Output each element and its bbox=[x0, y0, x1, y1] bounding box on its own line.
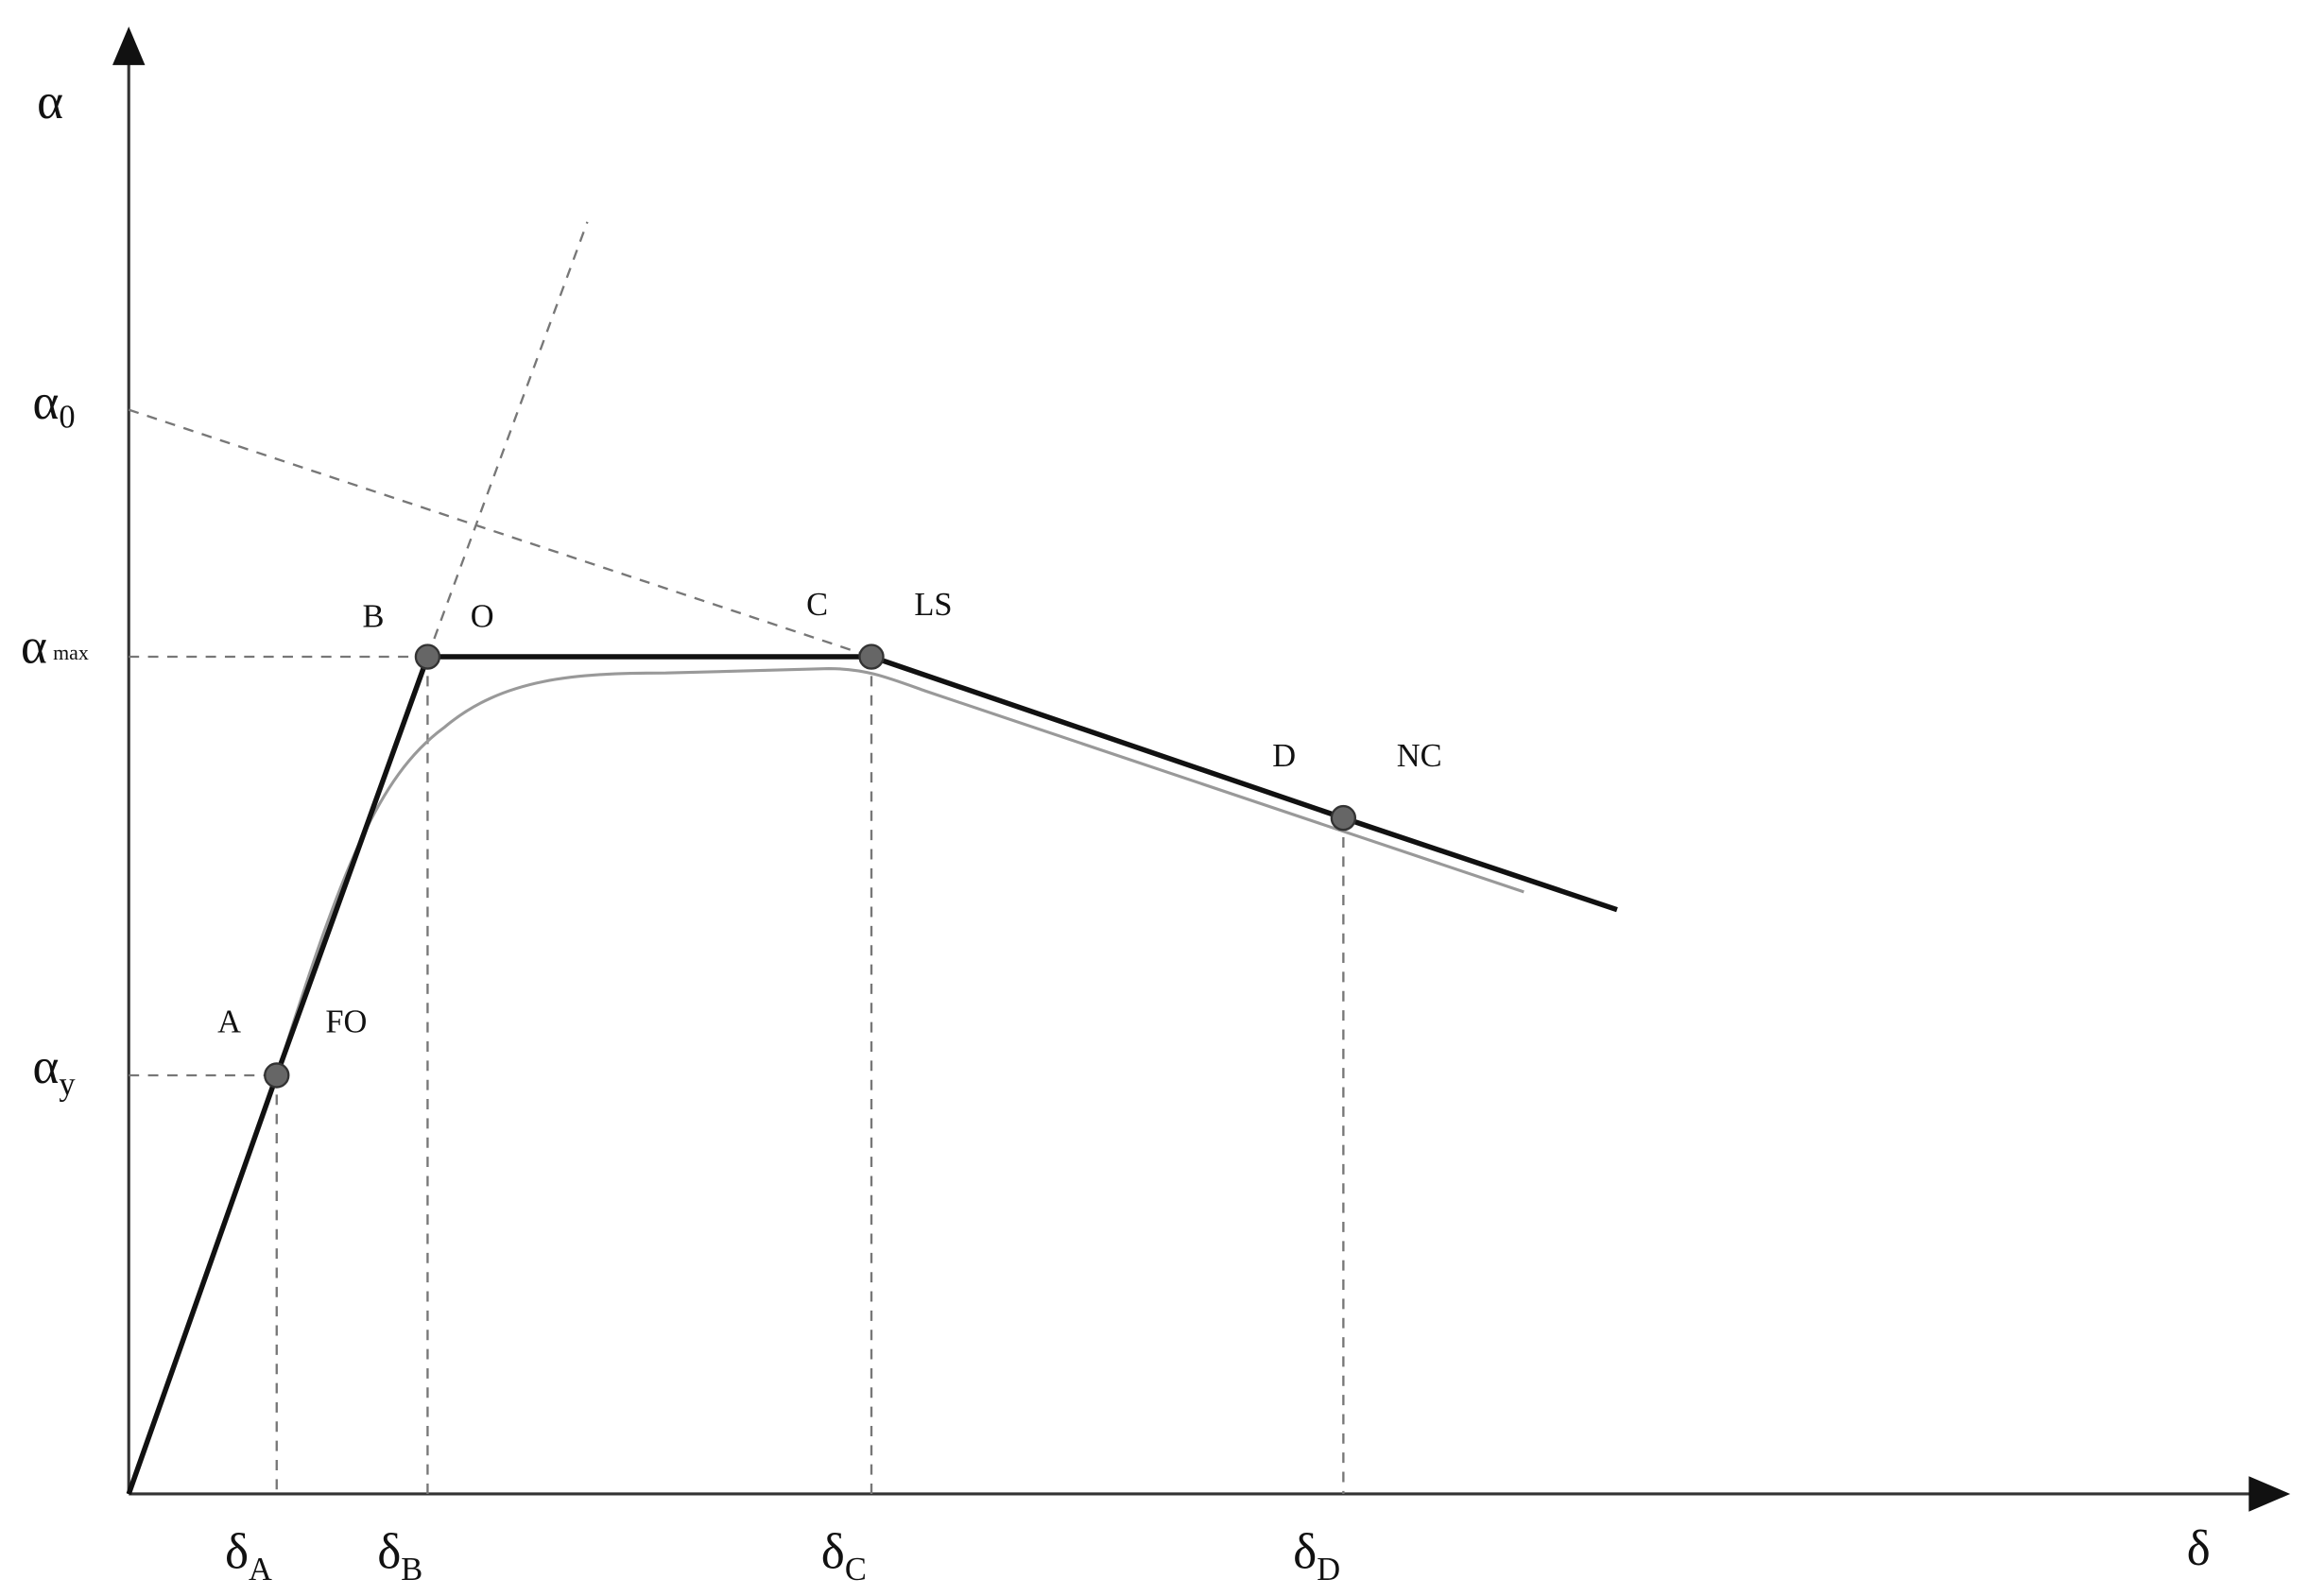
performance-level: NC bbox=[1397, 738, 1442, 774]
symbol: α bbox=[32, 1038, 59, 1094]
symbol: δ bbox=[225, 1523, 249, 1579]
symbol: α bbox=[32, 374, 59, 430]
points bbox=[264, 644, 1357, 1089]
point-name: B bbox=[363, 599, 385, 635]
y-axis-label: α bbox=[37, 74, 63, 129]
x-level-label: δB bbox=[377, 1523, 422, 1587]
subscript: y bbox=[59, 1066, 76, 1102]
symbol: δ bbox=[1293, 1523, 1317, 1579]
x-level-label: δD bbox=[1293, 1523, 1340, 1587]
point-name: A bbox=[217, 1004, 241, 1040]
x-level-label: δC bbox=[821, 1523, 867, 1587]
subscript: B bbox=[401, 1552, 422, 1587]
idealized-curve bbox=[126, 654, 1618, 1495]
guide-lines bbox=[128, 221, 1345, 1494]
performance-level: O bbox=[471, 599, 494, 635]
subscript: D bbox=[1317, 1552, 1340, 1587]
performance-level: FO bbox=[325, 1004, 367, 1040]
x-axis-label: δ bbox=[2187, 1520, 2211, 1576]
y-axis-arrow bbox=[112, 26, 146, 65]
point-name: C bbox=[806, 587, 828, 623]
symbol: δ bbox=[821, 1523, 845, 1579]
x-level-label: δA bbox=[225, 1523, 272, 1587]
y-level-label: αy bbox=[32, 1038, 76, 1103]
subscript: C bbox=[845, 1552, 867, 1587]
symbol: δ bbox=[377, 1523, 401, 1579]
subscript: 0 bbox=[59, 399, 75, 435]
y-level-label: α0 bbox=[32, 374, 75, 435]
performance-level: LS bbox=[914, 587, 952, 623]
symbol: α bbox=[21, 618, 47, 674]
capacity-curve bbox=[275, 666, 1524, 1076]
y-level-label: α max bbox=[21, 618, 89, 674]
subscript: A bbox=[249, 1552, 272, 1587]
x-axis-arrow bbox=[2248, 1476, 2291, 1512]
point-name: D bbox=[1272, 738, 1296, 774]
subscript: max bbox=[53, 641, 89, 664]
